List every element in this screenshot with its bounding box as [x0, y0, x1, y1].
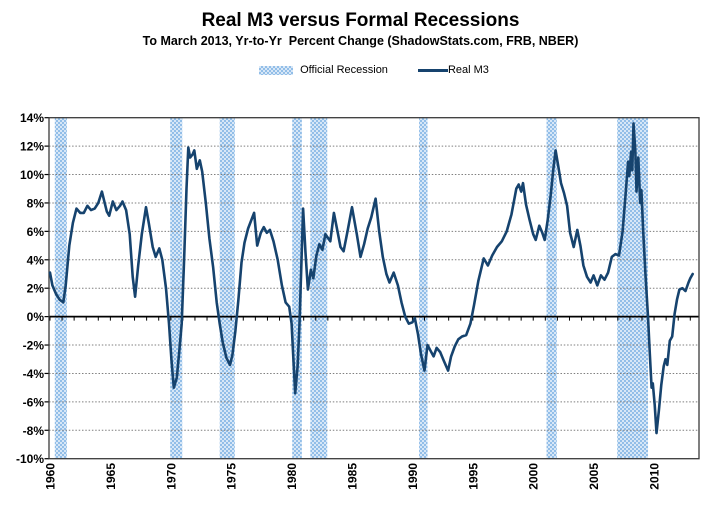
legend: Official Recession Real M3: [49, 62, 699, 78]
recession-band: [617, 117, 649, 459]
y-axis-label: 14%: [20, 111, 44, 125]
y-axis-label: -4%: [23, 367, 45, 381]
x-axis-label: 2010: [648, 463, 662, 490]
chart-subtitle: To March 2013, Yr-to-Yr Percent Change (…: [142, 34, 579, 48]
recession-band: [310, 117, 328, 459]
x-axis-label: 1980: [285, 463, 299, 490]
real-m3-line: [48, 122, 695, 435]
y-axis-label: -6%: [23, 395, 45, 409]
x-axis-label: 1985: [346, 463, 360, 490]
x-axis-label: 1960: [43, 463, 57, 490]
plot-frame: [48, 117, 700, 460]
y-axis-label: 12%: [20, 140, 44, 154]
x-axis-label: 1965: [104, 463, 118, 490]
x-axis-label: 1970: [164, 463, 178, 490]
x-axis-label: 1975: [225, 463, 239, 490]
y-axis-label: 0%: [27, 310, 45, 324]
y-axis-label: -10%: [16, 452, 44, 466]
y-axis-label: -2%: [23, 339, 45, 353]
y-axis-label: -8%: [23, 424, 45, 438]
y-axis-label: 2%: [27, 282, 45, 296]
x-axis-label: 1990: [406, 463, 420, 490]
x-axis-label: 2000: [527, 463, 541, 490]
y-axis-label: 10%: [20, 168, 44, 182]
y-axis-label: 4%: [27, 253, 45, 267]
x-axis-label: 2005: [587, 463, 601, 490]
chart-title: Real M3 versus Formal Recessions: [201, 10, 520, 31]
legend-label-real-m3: Real M3: [447, 64, 489, 76]
y-axis-label: 6%: [27, 225, 45, 239]
recession-band: [54, 117, 67, 459]
real-m3-line-swatch: [417, 68, 448, 72]
legend-label-recession: Official Recession: [300, 64, 388, 76]
x-axis-label: 1995: [466, 463, 480, 490]
recession-band-swatch: [259, 65, 294, 75]
y-axis-label: 8%: [27, 196, 45, 210]
